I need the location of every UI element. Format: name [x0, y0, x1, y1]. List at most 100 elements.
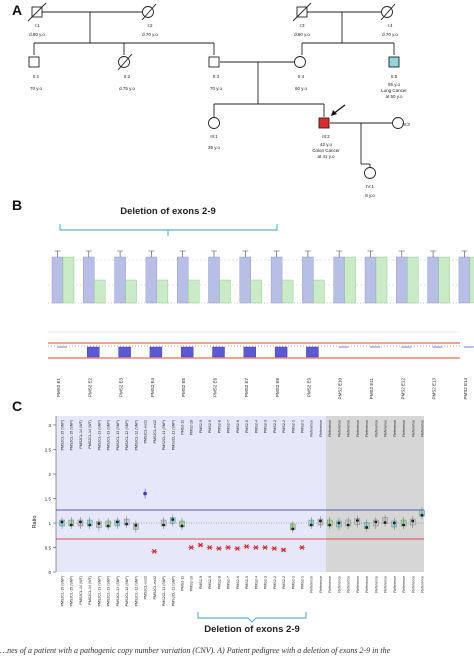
deletion-label-c: Deletion of exons 2-9 — [204, 624, 300, 635]
reference-bar — [145, 256, 158, 304]
probe-label-top: Reference — [337, 420, 341, 437]
probe-label-top: PMS2CL-11 (SNP) — [171, 420, 175, 450]
label-i3: I:3 — [299, 23, 305, 28]
label-i4: I:4 — [387, 23, 393, 28]
probe-label-bottom: PMS2-2 — [282, 576, 286, 589]
panel-label-c: C — [12, 398, 23, 414]
probe-label-bottom: Reference — [337, 576, 341, 593]
exon-label: PMS2 E9 — [306, 378, 311, 398]
exon-label: PMS2 E13 — [432, 378, 437, 400]
probe-label-top: PMS2-2 — [282, 420, 286, 433]
age-i2: d.70 y.o — [142, 32, 158, 37]
pedigree-male-ii3 — [208, 56, 220, 68]
exon-label: PMS2 E2 — [87, 378, 92, 398]
patient-bar — [407, 256, 419, 304]
probe-label-bottom: PMS2-1 — [291, 576, 295, 589]
mlpa-bar-chart: Deletion of exons 2-9 PMS2 E1 PMS2 E2 PMS2… — [48, 206, 474, 400]
probe-label-top: PMS2CL-15 (SNP) — [61, 420, 65, 450]
patient-bar — [125, 279, 137, 304]
age-iii2: 42 y.o — [320, 142, 332, 147]
error-bar — [398, 250, 405, 257]
deletion-label-b: Deletion of exons 2-9 — [120, 206, 216, 217]
reference-bar — [114, 256, 126, 304]
probe-label-bottom: Reference — [411, 576, 415, 593]
label-ii1: II:1 — [33, 74, 40, 79]
patient-bar — [313, 279, 325, 304]
reference-bar — [396, 256, 408, 304]
normal-ratio-mark — [401, 346, 412, 348]
probe-label-bottom: PMS2-4 — [254, 576, 258, 589]
error-bar — [148, 250, 155, 257]
probe-label-bottom: PMS2-1 — [301, 576, 305, 589]
probe-label-bottom: PMS2-5 — [245, 576, 249, 589]
pedigree-female-i4 — [381, 6, 393, 18]
normal-ratio-mark — [57, 346, 67, 348]
probe-label-bottom: PMS2-7 — [227, 576, 231, 589]
exon-label: PMS2 E4 — [150, 378, 155, 398]
probe-label-bottom: PMS2-8 — [217, 576, 221, 589]
age-i4: d.70 y.o — [382, 32, 398, 37]
exon-label: PMS2 E12 — [400, 378, 405, 400]
label-ii4: II:4 — [298, 74, 305, 79]
probe-label-top: PMS2CL-ex12 — [153, 420, 157, 443]
probe-label-top: Reference — [347, 420, 351, 437]
patient-bar — [94, 279, 106, 304]
probe-label-top: PMS2CL-15 (SNP) — [70, 420, 74, 450]
probe-label-bottom: Reference — [365, 576, 369, 593]
probe-label-top: Reference — [402, 420, 406, 437]
error-bar — [179, 250, 186, 257]
exon-label: PMS2 E1 — [56, 378, 61, 398]
y-tick-label: 2 — [48, 472, 51, 477]
probe-label-top: PMS2-2 — [273, 420, 277, 433]
patient-bar — [219, 279, 231, 304]
error-bar — [54, 250, 61, 257]
probe-label-bottom: PMS2CL-11 (SNP) — [171, 576, 175, 606]
age-iv1: 8 y.o — [365, 193, 375, 198]
deleted-ratio-box — [212, 346, 225, 358]
probe-label-top: PMS2-7 — [227, 420, 231, 433]
probe-label-bottom: Reference — [421, 576, 425, 593]
age-ii3: 70 y.o — [210, 86, 222, 91]
patient-bar — [438, 256, 450, 304]
deleted-ratio-box — [87, 346, 100, 358]
normal-ratio-mark — [338, 346, 349, 348]
error-bar — [430, 250, 437, 257]
panel-label-a: A — [12, 2, 23, 18]
reference-bar — [51, 256, 64, 304]
probe-label-top: PMS2CL-ex12 — [144, 420, 148, 443]
error-bar — [367, 250, 374, 257]
probe-label-top: PMS2CL-12 (SNP) — [134, 420, 138, 450]
probe-label-top: PMS2-11 — [181, 420, 185, 435]
probe-label-top: PMS2-6 — [236, 420, 240, 433]
probe-label-bottom: Reference — [384, 576, 388, 593]
proband-arrow-icon — [331, 104, 346, 116]
pedigree-female-ii4 — [294, 56, 306, 68]
patient-bar — [344, 256, 356, 304]
probe-label-top: PMS2-1 — [301, 420, 305, 433]
pedigree-female-i2 — [142, 6, 154, 18]
probe-label-top: PMS2CL-13 (SNP) — [107, 420, 111, 450]
y-tick-label: 2.5 — [45, 447, 52, 452]
y-tick-label: 0 — [48, 570, 51, 575]
deletion-bracket-c — [197, 612, 307, 623]
probe-label-top: Reference — [393, 420, 397, 437]
reference-bar — [83, 256, 95, 304]
reference-bar — [427, 256, 439, 304]
probe-label-top: PMS2CL-12 (SNP) — [125, 420, 129, 450]
probe-label-bottom: Reference — [319, 576, 323, 593]
probe-label-top: PMS2CL-14 (WT) — [79, 420, 83, 449]
probe-label-top: PMS2-4 — [254, 420, 258, 433]
age-ii4: 60 y.o — [295, 86, 307, 91]
patient-bar — [375, 256, 388, 304]
normal-ratio-mark — [463, 346, 474, 348]
reference-bar — [208, 256, 220, 304]
probe-label-bottom: PMS2-9 — [199, 576, 203, 589]
error-bar — [304, 250, 311, 257]
probe-label-top: PMS2CL-14 (WT) — [88, 420, 92, 449]
age-i3: d.80 y.o — [294, 32, 310, 37]
probe-label-top: PMS2-5 — [245, 420, 249, 433]
patient-bar — [469, 256, 474, 304]
error-bar — [336, 250, 343, 257]
probe-label-bottom: PMS2-9 — [208, 576, 212, 589]
patient-bar — [62, 256, 75, 304]
